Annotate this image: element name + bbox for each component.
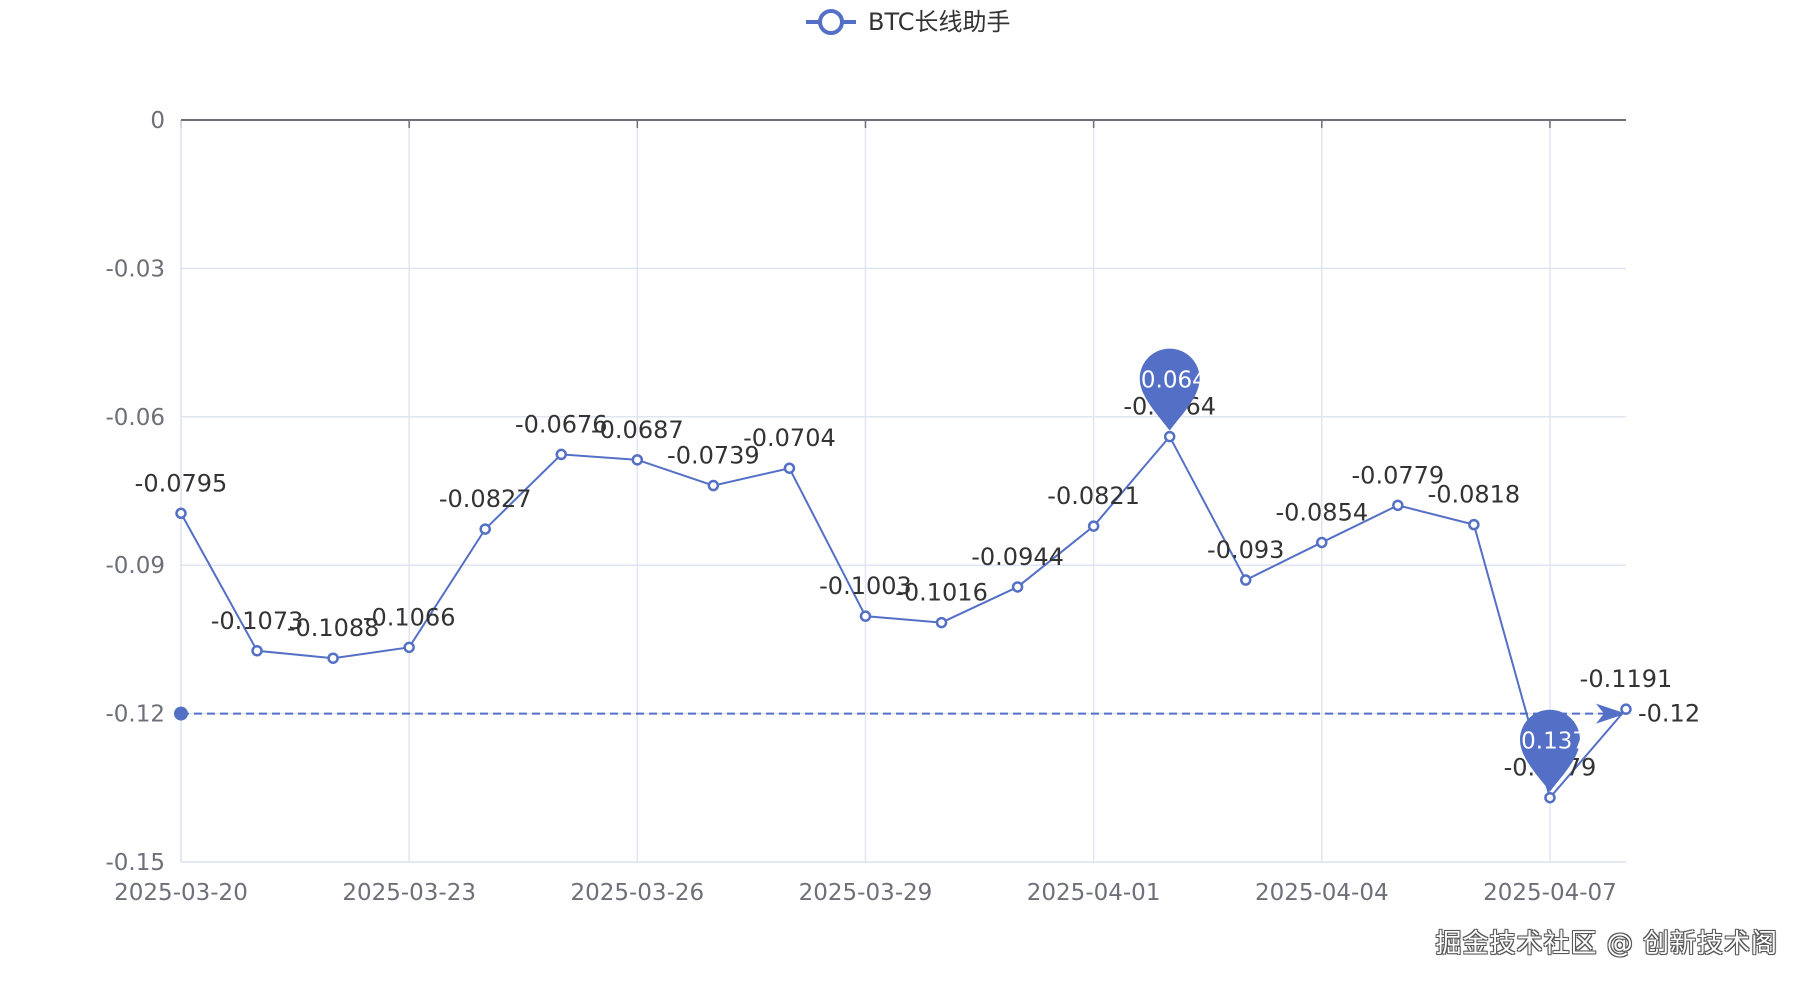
series-line bbox=[180, 434, 1627, 800]
data-label: -0.1073 bbox=[211, 607, 304, 635]
x-tick-label: 2025-03-26 bbox=[570, 880, 704, 906]
legend-item-label: BTC长线助手 bbox=[868, 8, 1010, 36]
data-point bbox=[1011, 581, 1024, 593]
y-tick-label: -0.12 bbox=[105, 702, 165, 728]
series-points bbox=[175, 430, 1632, 804]
data-point bbox=[707, 479, 720, 492]
y-tick-label: -0.06 bbox=[105, 405, 165, 431]
data-point bbox=[1468, 518, 1480, 531]
mark-points: -0.064 -0.137 bbox=[1133, 348, 1587, 792]
data-label: -0.1088 bbox=[287, 614, 380, 642]
data-point bbox=[479, 523, 491, 535]
data-label: -0.0818 bbox=[1428, 481, 1521, 509]
x-tick-label: 2025-03-20 bbox=[114, 880, 248, 906]
y-tick-label: -0.15 bbox=[105, 850, 165, 876]
data-point bbox=[1392, 499, 1404, 512]
mark-line-label: -0.12 bbox=[1638, 700, 1700, 728]
data-point bbox=[859, 610, 872, 622]
data-point bbox=[631, 454, 644, 466]
data-point bbox=[1163, 430, 1176, 443]
data-labels: -0.0795 -0.1073-0.1088-0.1066 -0.0827 -0.06… bbox=[135, 393, 1673, 782]
y-tick-label: 0 bbox=[150, 108, 165, 134]
y-tick-label: -0.09 bbox=[105, 553, 165, 579]
data-label: -0.1191 bbox=[1580, 665, 1673, 693]
x-tick-label: 2025-04-04 bbox=[1255, 880, 1389, 906]
data-point bbox=[783, 462, 796, 474]
data-point bbox=[1544, 791, 1556, 804]
data-point bbox=[403, 641, 415, 654]
mark-point-max: -0.064 bbox=[1133, 348, 1207, 431]
watermark: 掘金技术社区 @ 创新技术阁 bbox=[1435, 929, 1778, 959]
mark-line: -0.12 bbox=[174, 700, 1700, 728]
data-label: -0.0687 bbox=[591, 416, 684, 444]
data-label: -0.1016 bbox=[895, 579, 988, 607]
data-label: -0.0779 bbox=[1352, 461, 1445, 489]
data-point bbox=[175, 507, 187, 520]
data-point bbox=[555, 448, 568, 461]
x-tick-label: 2025-03-29 bbox=[799, 880, 933, 906]
mark-line-arrow-icon bbox=[1596, 703, 1626, 724]
legend-marker-icon bbox=[818, 9, 844, 35]
data-label: -0.1003 bbox=[819, 572, 912, 600]
data-label: -0.0944 bbox=[971, 543, 1064, 571]
x-grid: 2025-03-20 2025-03-23 2025-03-26 2025-03-29… bbox=[114, 120, 1626, 906]
data-point bbox=[1620, 703, 1632, 715]
legend: BTC长线助手 bbox=[806, 8, 1010, 36]
data-label: -0.0676 bbox=[515, 410, 608, 438]
data-label: -0.0854 bbox=[1275, 498, 1368, 526]
mark-point-label: -0.064 bbox=[1133, 368, 1207, 394]
x-tick-label: 2025-04-01 bbox=[1027, 880, 1161, 906]
mark-point-min: -0.137 bbox=[1513, 709, 1587, 792]
data-point bbox=[251, 645, 263, 657]
pin-icon bbox=[1519, 709, 1580, 792]
y-tick-label: -0.03 bbox=[105, 256, 165, 282]
data-label: -0.093 bbox=[1207, 536, 1284, 564]
data-label: -0.0704 bbox=[743, 424, 836, 452]
data-point bbox=[1239, 574, 1252, 586]
data-label: -0.0827 bbox=[439, 485, 532, 513]
mark-point-label: -0.137 bbox=[1513, 729, 1587, 755]
data-point bbox=[935, 616, 948, 629]
data-point bbox=[327, 652, 339, 664]
data-label: -0.0821 bbox=[1047, 482, 1140, 510]
mark-line-start-dot bbox=[174, 706, 188, 721]
x-tick-label: 2025-03-23 bbox=[342, 880, 476, 906]
data-point bbox=[1087, 520, 1100, 532]
data-label: -0.0739 bbox=[667, 442, 760, 470]
data-point bbox=[1316, 536, 1328, 549]
x-tick-label: 2025-04-07 bbox=[1483, 880, 1617, 906]
data-label: -0.1066 bbox=[363, 603, 456, 631]
data-label: -0.0795 bbox=[135, 469, 228, 497]
pin-icon bbox=[1139, 348, 1200, 431]
